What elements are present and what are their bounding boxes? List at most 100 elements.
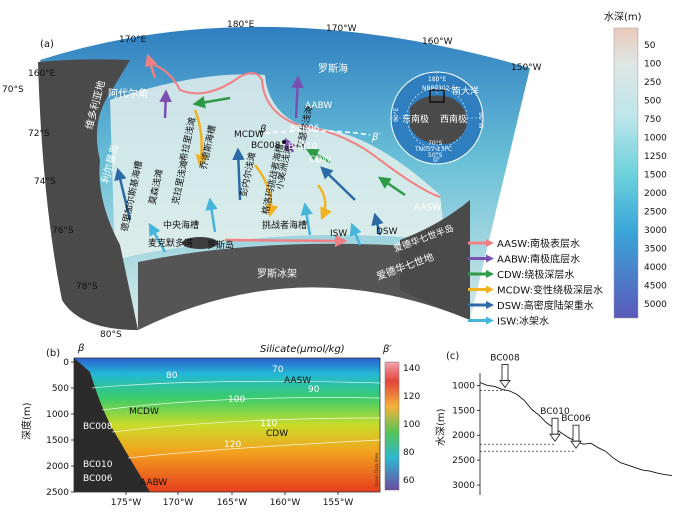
station-marker — [572, 424, 580, 442]
x-tick-label: 170°W — [163, 498, 194, 508]
aabw-arrow — [284, 137, 297, 153]
lat-label: 74°S — [34, 177, 56, 187]
depth-tick: 100 — [644, 60, 661, 70]
beta-label: β — [77, 343, 85, 354]
lat-label: 78°S — [76, 282, 98, 292]
cdw-arrow — [192, 96, 231, 109]
station-pointer — [499, 380, 511, 389]
antarctica-outline — [410, 95, 467, 145]
depth-tick: 5000 — [644, 300, 667, 310]
x-tick-label: 165°W — [217, 498, 248, 508]
cbar-tick: 60 — [403, 476, 415, 486]
place-label: 阿代尔角 — [108, 87, 148, 100]
panel-label: (b) — [46, 348, 60, 359]
contour-label: 90 — [308, 385, 320, 395]
inset-ocean: 南大洋 — [452, 85, 479, 97]
isw-arrow — [349, 222, 362, 246]
c-y-tick-label: 1500 — [452, 406, 475, 416]
station-label: BC006 — [290, 124, 320, 134]
isw-arrow — [300, 202, 313, 236]
station-label: BC008 — [490, 353, 520, 363]
y-axis-label: 深度(m) — [20, 402, 33, 440]
cdw-arrow — [377, 176, 406, 197]
depth-tick: 2000 — [644, 189, 667, 199]
depth-tick: 3500 — [644, 245, 667, 255]
contour-label: 100 — [228, 395, 245, 405]
y-tick-label: 2500 — [46, 488, 69, 498]
dsw-arrow — [371, 212, 384, 236]
water-label-aabw: AABW — [140, 478, 167, 488]
water-label-cdw: CDW — [309, 155, 331, 165]
legend-label: DSW:高密度陆架重水 — [497, 299, 594, 312]
panel-a: (a) 160°E 170°E 180°E 170°W 160°W 150°W … — [2, 20, 542, 340]
inset-lon: 90°E — [393, 107, 400, 122]
inset-ring: 50°S — [428, 152, 443, 159]
y-tick-label: 2000 — [46, 462, 69, 472]
lon-label: 160°W — [422, 37, 453, 47]
station-pointer — [549, 433, 561, 442]
beta-prime-label: β′ — [382, 344, 392, 355]
lon-label: 170°E — [119, 35, 147, 45]
y-axis-label: 水深(m) — [435, 408, 447, 446]
inset-core: NBP0302-6 — [422, 85, 456, 92]
panel-c: (c) 水深(m) 1000 1500 2000 2500 3000 BC008 BC010… — [435, 351, 673, 495]
legend-arrowhead — [486, 270, 494, 278]
seafloor — [74, 358, 150, 492]
shelf-break-line — [149, 62, 441, 198]
ross-ice-shelf — [138, 243, 470, 330]
silicate-colorbar — [384, 361, 400, 491]
lat-label: 72°S — [28, 129, 50, 139]
inset-ring: 70°S — [428, 140, 443, 147]
cbar-tick: 140 — [403, 364, 420, 374]
c-y-tick-label: 2500 — [452, 456, 475, 466]
c-y-tick-label: 1000 — [452, 381, 475, 391]
station-label: BC006 — [83, 474, 113, 484]
y-tick-label: 500 — [52, 384, 69, 394]
contour-label: 120 — [224, 440, 241, 450]
c-y-tick-label: 2000 — [452, 431, 475, 441]
mcdw-arrow — [193, 109, 208, 168]
depth-tick: 1500 — [644, 171, 667, 181]
station-marker — [501, 364, 509, 381]
depth-tick: 250 — [644, 78, 661, 88]
legend-label: AABW:南极底层水 — [497, 253, 580, 266]
dsw-arrow — [232, 147, 245, 201]
place-label: 罗斯冰架 — [257, 267, 297, 280]
station-pointer — [570, 440, 582, 449]
inset-east: 东南极 — [402, 113, 429, 125]
water-label-aasw: AASW — [414, 203, 441, 213]
place-label: 中央海槽 — [163, 219, 199, 231]
depth-tick: 4000 — [644, 263, 667, 273]
legend-label: ISW:冰架水 — [497, 315, 549, 328]
panel-b: (b) β β′ Silicate(μmol/kg) 80 70 90 100 110 1… — [20, 343, 420, 508]
chart-title: Silicate(μmol/kg) — [260, 344, 345, 355]
legend-arrowhead — [486, 239, 494, 247]
water-label-isw: ISW — [330, 229, 347, 239]
inset-globe: 180°E 90°E 90°W 0° 70°S 50°S 南大洋 东南极 西南极… — [390, 71, 484, 165]
station-marker — [551, 417, 559, 435]
water-label-mcdw: MCDW — [234, 130, 264, 140]
victoria-land — [38, 59, 138, 330]
inset-west: 西南极 — [440, 113, 467, 125]
station-label: BC010 — [540, 407, 570, 417]
contour-label: 80 — [166, 371, 178, 381]
depth-tick: 4500 — [644, 282, 667, 292]
station-label: BC010 — [288, 142, 318, 152]
c-y-tick-label: 3000 — [452, 481, 475, 491]
depth-tick: 50 — [644, 41, 656, 51]
lon-label: 160°E — [28, 69, 56, 79]
depth-bar-title: 水深(m) — [604, 11, 642, 23]
lon-label: 170°W — [326, 24, 357, 34]
legend-label: MCDW:变性绕极深层水 — [497, 284, 603, 297]
depth-colorbar: 水深(m) 50 100 250 500 750 1000 1250 1500 2000 2500… — [604, 11, 667, 319]
depth-tick: 1250 — [644, 152, 667, 162]
section-beta: β — [259, 124, 267, 135]
x-tick-label: 155°W — [323, 498, 354, 508]
marie-byrd-land — [400, 200, 470, 320]
station-label: BC008 — [83, 422, 113, 432]
study-area-box — [429, 89, 445, 103]
aabw-arrow — [159, 89, 172, 119]
place-label: 挑战者海槽 — [262, 219, 307, 231]
lat-label: 70°S — [2, 85, 24, 95]
